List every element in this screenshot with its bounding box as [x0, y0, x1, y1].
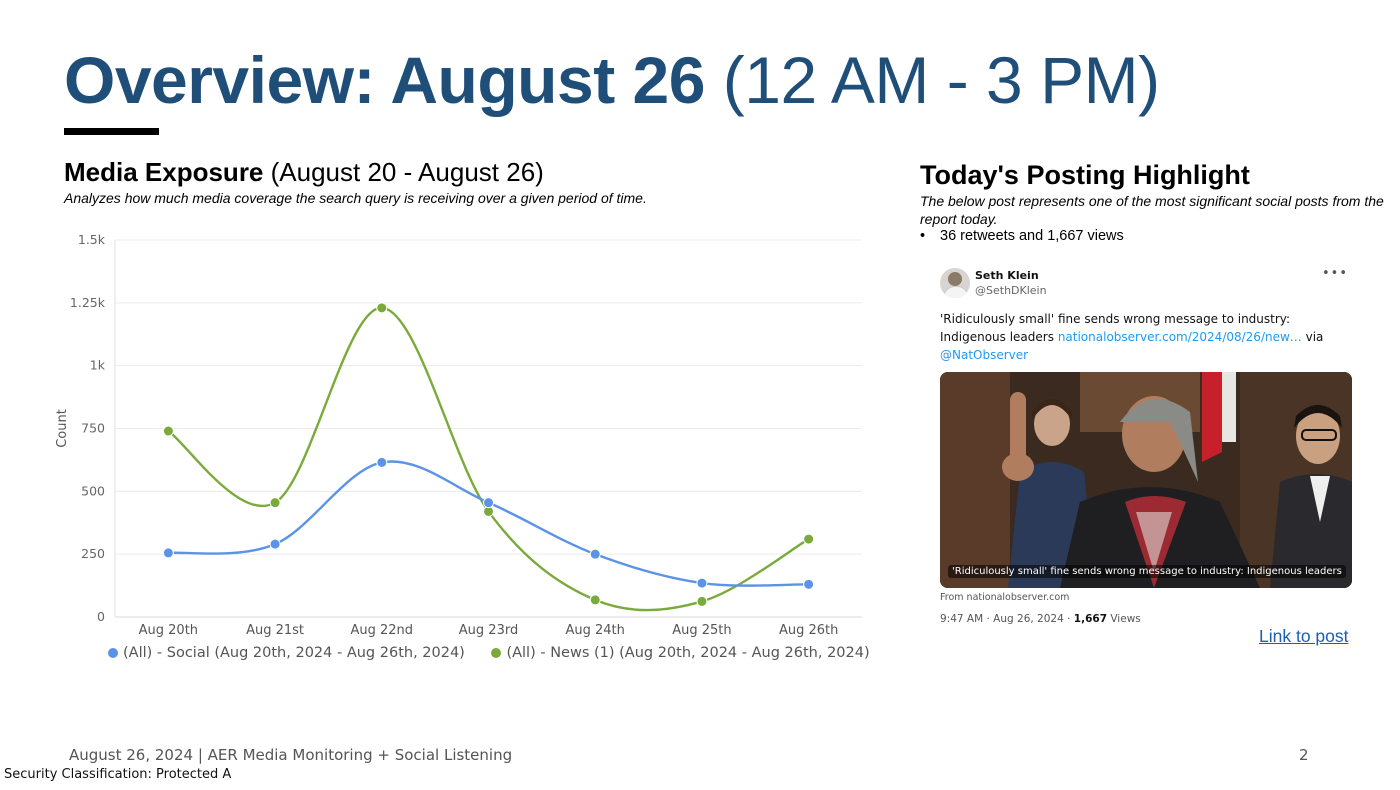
data-point-social	[483, 497, 494, 509]
footer-report-info: August 26, 2024 | AER Media Monitoring +…	[69, 746, 513, 764]
more-options-icon[interactable]: •••	[1321, 266, 1348, 281]
y-tick-label: 250	[81, 546, 105, 561]
data-point-social	[803, 578, 815, 590]
data-point-social	[269, 538, 281, 550]
tweet-article-image[interactable]: 'Ridiculously small' fine sends wrong me…	[940, 372, 1352, 588]
slide-title: Overview: August 26 (12 AM - 3 PM)	[64, 40, 1160, 120]
legend-item-news[interactable]: (All) - News (1) (Aug 20th, 2024 - Aug 2…	[491, 645, 870, 661]
security-classification: Security Classification: Protected A	[4, 767, 232, 782]
tweet-source: From nationalobserver.com	[940, 592, 1070, 603]
media-exposure-heading: Media Exposure (August 20 - August 26)	[64, 156, 544, 188]
y-tick-label: 500	[81, 483, 105, 498]
tweet-mention-link[interactable]: @NatObserver	[940, 348, 1029, 362]
data-point-news	[803, 533, 815, 545]
link-to-post[interactable]: Link to post	[1259, 626, 1349, 646]
legend-news-label: (All) - News (1) (Aug 20th, 2024 - Aug 2…	[506, 645, 870, 661]
data-point-social	[589, 548, 601, 560]
chart-legend: (All) - Social (Aug 20th, 2024 - Aug 26t…	[108, 645, 892, 662]
x-tick-label: Aug 23rd	[459, 623, 518, 638]
series-line-social	[168, 460, 809, 587]
data-point-social	[696, 577, 708, 589]
y-tick-label: 0	[97, 609, 105, 624]
avatar-head-shape	[948, 272, 962, 286]
tweet-via: via	[1305, 330, 1324, 344]
tweet-meta: 9:47 AM · Aug 26, 2024 · 1,667 Views	[940, 613, 1354, 625]
data-point-news	[589, 594, 601, 606]
avatar-body-shape	[943, 286, 969, 298]
title-underline	[64, 128, 159, 135]
legend-social-swatch	[108, 648, 118, 658]
legend-social-label: (All) - Social (Aug 20th, 2024 - Aug 26t…	[123, 645, 465, 661]
page-number: 2	[1299, 746, 1309, 764]
data-point-social	[162, 547, 174, 559]
x-tick-label: Aug 24th	[566, 623, 625, 638]
legend-item-social[interactable]: (All) - Social (Aug 20th, 2024 - Aug 26t…	[108, 645, 465, 661]
image-caption: 'Ridiculously small' fine sends wrong me…	[948, 565, 1346, 578]
x-tick-label: Aug 26th	[779, 623, 838, 638]
bullet-icon: •	[920, 228, 926, 244]
x-tick-label: Aug 25th	[672, 623, 731, 638]
x-tick-label: Aug 21st	[246, 623, 304, 638]
series-line-news	[167, 306, 810, 612]
avatar[interactable]	[940, 268, 970, 298]
y-tick-label: 1.5k	[78, 232, 106, 247]
highlight-heading: Today's Posting Highlight	[920, 160, 1250, 190]
tweet-author-handle[interactable]: @SethDKlein	[975, 284, 1047, 297]
tweet-text: 'Ridiculously small' fine sends wrong me…	[940, 310, 1354, 364]
media-exposure-title: Media Exposure	[64, 157, 264, 187]
article-photo	[940, 372, 1352, 588]
data-point-news	[269, 497, 281, 509]
tweet-timestamp: 9:47 AM · Aug 26, 2024 ·	[940, 613, 1071, 625]
data-point-news	[696, 595, 708, 607]
media-exposure-description: Analyzes how much media coverage the sea…	[64, 190, 647, 206]
highlight-description: The below post represents one of the mos…	[920, 193, 1384, 227]
tweet-views-count: 1,667	[1073, 613, 1108, 625]
data-point-news	[376, 302, 388, 314]
media-exposure-chart: 0 250 500 750 1k 1.25k 1.5k Count Aug 20th Aug 21…	[55, 232, 862, 638]
x-tick-label: Aug 22nd	[351, 623, 414, 638]
tweet-text-main: 'Ridiculously small' fine sends wrong me…	[940, 312, 1291, 344]
slide-title-main: Overview: August 26	[64, 43, 705, 117]
y-tick-label: 750	[81, 421, 105, 436]
tweet-views-label: Views	[1110, 613, 1141, 625]
tweet-header: Seth Klein @SethDKlein •••	[940, 262, 1354, 300]
highlight-stats-text: 36 retweets and 1,667 views	[940, 228, 1124, 244]
y-tick-label: 1.25k	[70, 295, 106, 310]
x-tick-label: Aug 20th	[139, 623, 198, 638]
data-point-news	[162, 425, 174, 437]
tweet-article-link[interactable]: nationalobserver.com/2024/08/26/new…	[1057, 330, 1302, 344]
tweet-card[interactable]: Seth Klein @SethDKlein ••• 'Ridiculously…	[940, 262, 1354, 625]
slide-title-timeframe: (12 AM - 3 PM)	[722, 43, 1160, 117]
data-point-social	[376, 456, 388, 468]
y-axis-title: Count	[55, 409, 70, 448]
y-tick-label: 1k	[90, 358, 106, 373]
media-exposure-range: (August 20 - August 26)	[270, 157, 544, 187]
legend-news-swatch	[491, 648, 502, 658]
tweet-author-name[interactable]: Seth Klein	[975, 269, 1039, 282]
highlight-stats: • 36 retweets and 1,667 views	[920, 228, 1124, 244]
